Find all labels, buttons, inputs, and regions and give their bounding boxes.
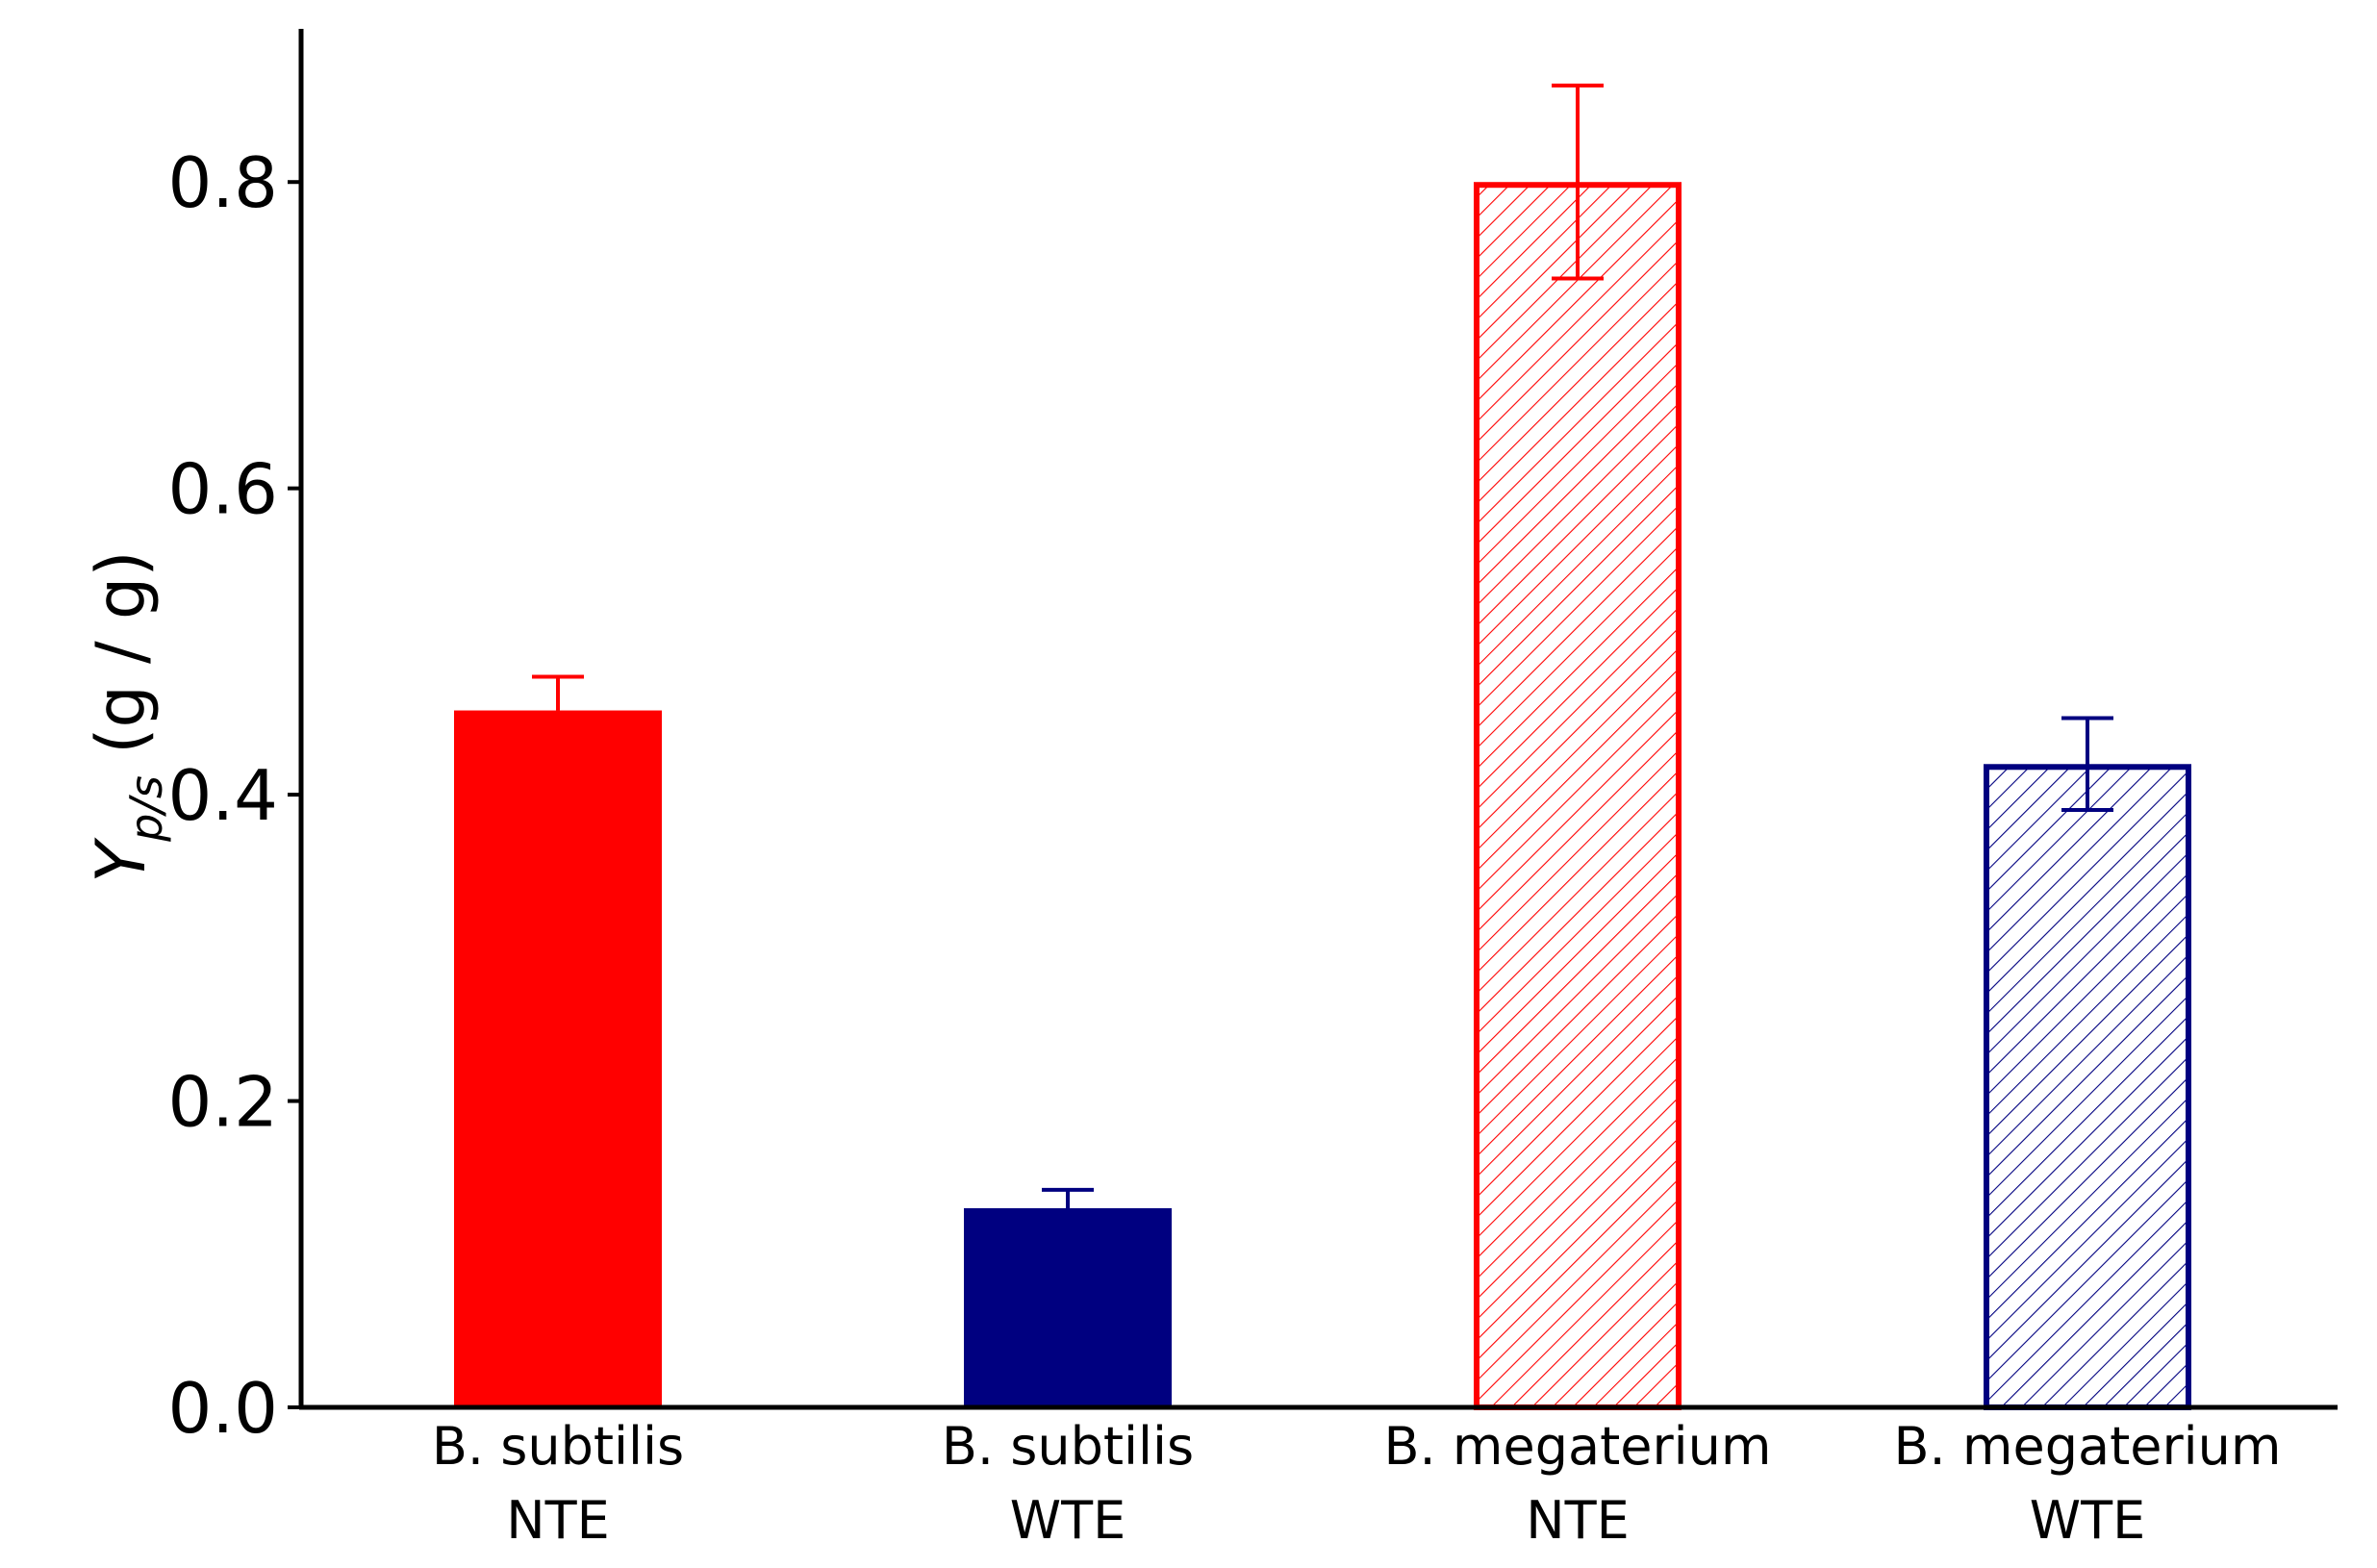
error-bar-3 bbox=[1552, 83, 1604, 281]
y-axis-label: Yp/s (g / g) bbox=[82, 550, 172, 882]
axes-layer bbox=[298, 29, 2338, 1410]
error-bar-4 bbox=[2061, 716, 2113, 813]
x-tick-label-line: B. megaterium bbox=[1384, 1416, 1772, 1477]
y-tick-label: 0.6 bbox=[167, 449, 278, 530]
x-tick-label-3: B. megaterium NTE bbox=[1384, 1416, 1772, 1551]
bar-2 bbox=[964, 1208, 1172, 1407]
x-tick-label-1: B. subtilis NTE bbox=[432, 1416, 684, 1551]
x-tick-label-line: NTE bbox=[1526, 1490, 1630, 1551]
y-ticks-layer: 0.0 0.2 0.4 0.6 0.8 bbox=[167, 142, 301, 1449]
x-tick-label-line: B. megaterium bbox=[1894, 1416, 2282, 1477]
x-tick-label-2: B. subtilis WTE bbox=[942, 1416, 1194, 1551]
x-tick-label-line: B. subtilis bbox=[432, 1416, 684, 1477]
error-bar-2 bbox=[1042, 1187, 1094, 1209]
y-axis-label-unit: (g / g) bbox=[82, 550, 161, 775]
y-tick-label: 0.4 bbox=[167, 755, 278, 836]
y-tick-label: 0.2 bbox=[167, 1062, 278, 1143]
y-tick-label: 0.8 bbox=[167, 142, 278, 223]
y-axis-label-main: Y bbox=[82, 837, 161, 883]
bar-3 bbox=[1474, 182, 1682, 1411]
error-bar-1 bbox=[532, 674, 584, 711]
y-axis-label-subscript: p/s bbox=[120, 775, 172, 843]
x-tick-label-line: WTE bbox=[1010, 1490, 1126, 1551]
y-tick-label: 0.0 bbox=[167, 1368, 278, 1449]
error-bars-layer bbox=[532, 83, 2113, 1209]
bar-4 bbox=[1984, 764, 2191, 1410]
bar-1 bbox=[454, 710, 662, 1407]
x-tick-label-line: NTE bbox=[506, 1490, 610, 1551]
x-tick-label-line: WTE bbox=[2030, 1490, 2146, 1551]
bars-layer bbox=[454, 182, 2191, 1411]
x-tick-label-line: B. subtilis bbox=[942, 1416, 1194, 1477]
x-tick-label-4: B. megaterium WTE bbox=[1894, 1416, 2282, 1551]
